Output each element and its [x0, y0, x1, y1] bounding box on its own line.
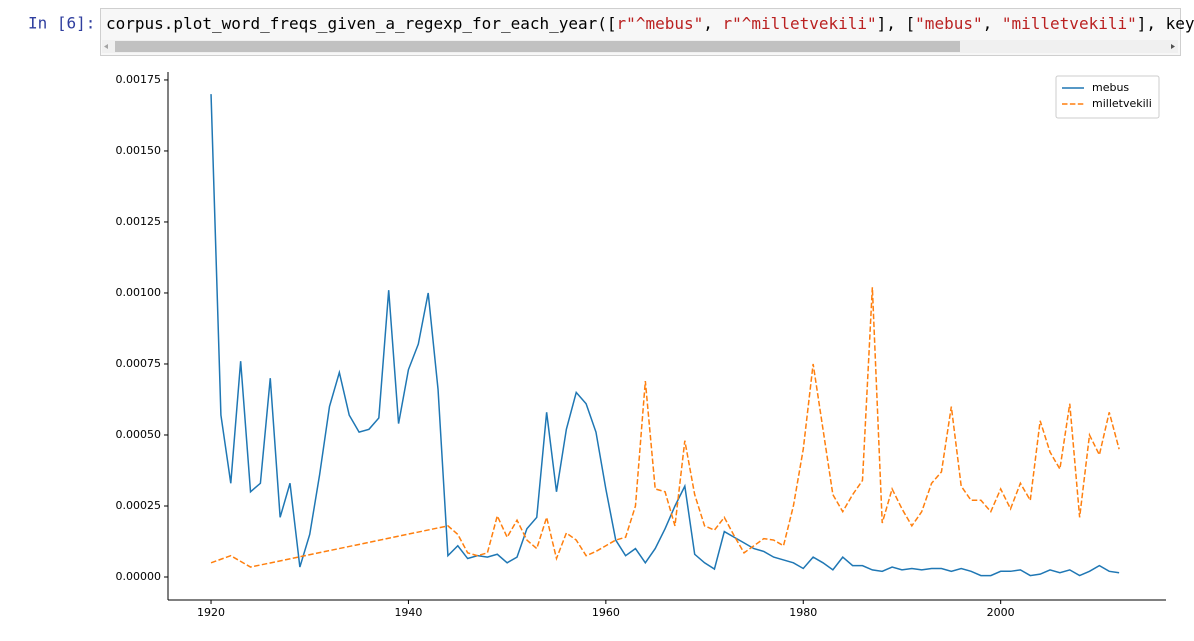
code-token: r"^milletvekili" [723, 14, 877, 33]
code-token: , [703, 14, 722, 33]
y-tick-label: 0.00075 [116, 357, 162, 370]
code-token: ], keywor [1137, 14, 1194, 33]
series-line [210, 287, 1120, 568]
code-token: "milletvekili" [1002, 14, 1137, 33]
x-tick-label: 1940 [394, 606, 422, 619]
legend-box [1055, 75, 1160, 119]
y-tick-label: 0.00025 [116, 499, 162, 512]
series-line [210, 94, 1120, 577]
code-line: corpus.plot_word_freqs_given_a_regexp_fo… [106, 14, 1194, 33]
y-tick-label: 0.00175 [116, 73, 162, 86]
scroll-left[interactable] [104, 44, 108, 49]
code-token: r"^mebus" [617, 14, 704, 33]
scroll-right[interactable] [1171, 44, 1175, 49]
x-tick-label: 1980 [789, 606, 817, 619]
x-tick-label: 1960 [592, 606, 620, 619]
code-token: "mebus" [915, 14, 982, 33]
y-tick-label: 0.00000 [116, 570, 162, 583]
code-token: ], [ [877, 14, 916, 33]
x-tick-label: 1920 [197, 606, 225, 619]
scrollbar-thumb[interactable] [115, 41, 960, 52]
y-tick-label: 0.00050 [116, 428, 162, 441]
y-tick-label: 0.00125 [116, 215, 162, 228]
cell-prompt: In [6]: [28, 14, 95, 33]
legend-label: mebus [1092, 81, 1129, 94]
code-token: , [983, 14, 1002, 33]
x-tick-label: 2000 [987, 606, 1015, 619]
y-tick-label: 0.00100 [116, 286, 162, 299]
code-token: corpus.plot_word_freqs_given_a_regexp_fo… [106, 14, 617, 33]
y-tick-label: 0.00150 [116, 144, 162, 157]
legend-label: milletvekili [1092, 97, 1152, 110]
